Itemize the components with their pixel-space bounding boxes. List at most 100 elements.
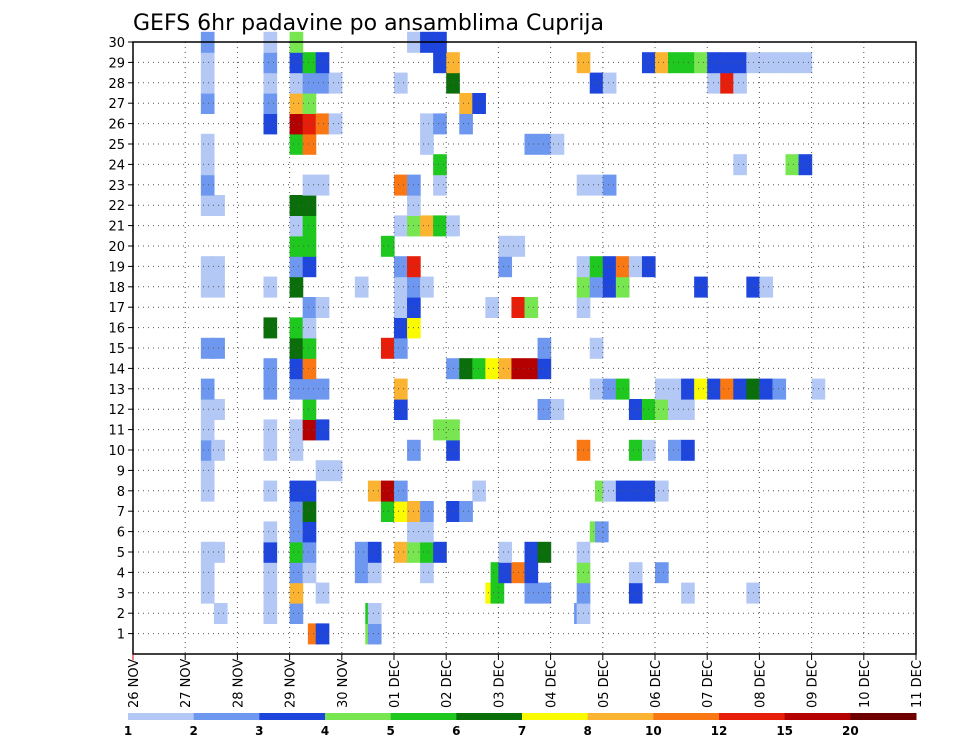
heatmap-cell-member-3-3 [315, 582, 330, 604]
heatmap-cell-member-23-3 [394, 174, 408, 196]
heatmap-cell-member-29-12 [694, 52, 708, 74]
legend-label-6: 7 [518, 724, 526, 738]
heatmap-cell-member-14-2 [302, 358, 317, 380]
y-tick-label-13: 13 [108, 383, 125, 398]
x-tick-label-6: 02 DEC [440, 660, 455, 708]
heatmap-cell-member-21-2 [394, 215, 408, 237]
x-tick-label-4: 30 NOV [336, 659, 351, 708]
x-tick-label-2: 28 NOV [231, 659, 246, 708]
heatmap-cell-member-15-7 [589, 337, 604, 359]
heatmap-cell-member-3-1 [263, 582, 278, 604]
heatmap-cell-member-13-7 [602, 378, 617, 400]
heatmap-cell-member-13-15 [733, 378, 747, 400]
heatmap-cell-member-14-4 [459, 358, 473, 380]
legend-label-5: 6 [452, 724, 460, 738]
heatmap-cell-member-14-1 [289, 358, 304, 380]
legend-swatch-8 [653, 713, 720, 720]
heatmap-cell-member-7-3 [394, 501, 408, 522]
heatmap-cell-member-7-2 [380, 501, 395, 522]
heatmap-cell-member-5-0 [200, 541, 215, 563]
heatmap-cell-member-15-0 [200, 337, 215, 359]
y-tick-label-12: 12 [108, 403, 125, 418]
y-axis: 1234567891011121314151617181920212223242… [108, 36, 133, 643]
heatmap-cell-member-24-2 [733, 154, 747, 176]
heatmap-cell-member-3-7 [537, 582, 552, 604]
x-tick-label-9: 05 DEC [597, 660, 612, 708]
heatmap-cell-member-18-3 [289, 276, 304, 298]
legend-label-11: 20 [842, 724, 859, 738]
heatmap-cell-member-25-2 [302, 133, 317, 155]
legend-swatch-11 [850, 713, 917, 720]
heatmap-cell-member-27-2 [289, 93, 304, 114]
heatmap-cell-member-12-5 [550, 399, 565, 420]
heatmap-cell-member-10-3 [289, 439, 304, 461]
heatmap-cell-member-18-4 [354, 276, 369, 298]
heatmap-cell-member-19-0 [200, 256, 215, 278]
heatmap-cell-member-12-3 [394, 399, 408, 420]
heatmap-cell-member-18-2 [263, 276, 278, 298]
y-tick-label-21: 21 [108, 220, 125, 235]
heatmap-cell-member-8-11 [628, 480, 643, 502]
heatmap-cell-member-28-1 [263, 72, 278, 94]
heatmap-cell-member-4-5 [367, 562, 382, 584]
heatmap-cell-member-8-4 [367, 480, 382, 502]
y-tick-label-23: 23 [108, 179, 125, 194]
heatmap-cell-member-6-0 [263, 521, 278, 543]
heatmap-cell-member-13-9 [655, 378, 669, 400]
heatmap-cell-member-18-14 [759, 276, 774, 298]
heatmap-cell-member-28-2 [289, 72, 304, 94]
heatmap-cell-member-6-6 [594, 521, 609, 543]
heatmap-cell-member-15-6 [537, 337, 552, 359]
heatmap-cell-member-13-14 [720, 378, 734, 400]
heatmap-cell-member-8-0 [200, 480, 215, 502]
heatmap-cell-member-27-1 [263, 93, 278, 114]
heatmap-cell-member-13-1 [263, 378, 278, 400]
heatmap-cell-member-19-11 [628, 256, 643, 278]
heatmap-cell-member-28-4 [315, 72, 330, 94]
legend-label-7: 8 [583, 724, 591, 738]
heatmap-cell-member-4-0 [200, 562, 215, 584]
x-tick-label-0: 26 NOV [127, 659, 142, 708]
legend-label-2: 3 [255, 724, 263, 738]
heatmap-cell-member-5-2 [263, 541, 278, 563]
heatmap-cell-member-18-11 [615, 276, 630, 298]
heatmap-cell-member-5-9 [420, 541, 434, 563]
heatmap-cell-member-17-4 [485, 297, 499, 318]
heatmap-cell-member-16-1 [289, 317, 304, 339]
heatmap-cell-member-8-6 [394, 480, 408, 502]
heatmap-cell-member-26-0 [263, 113, 278, 135]
heatmap-cell-member-3-5 [490, 582, 505, 604]
heatmap-cell-member-27-0 [200, 93, 215, 114]
heatmap-cell-member-11-0 [200, 419, 215, 441]
legend-label-4: 5 [386, 724, 394, 738]
heatmap-cell-member-12-8 [655, 399, 669, 420]
legend-swatch-1 [193, 713, 260, 720]
heatmap-cell-member-15-4 [380, 337, 395, 359]
heatmap-cell-member-2-1 [263, 603, 278, 624]
y-tick-label-9: 9 [117, 464, 125, 479]
heatmap-cell-member-16-0 [263, 317, 278, 339]
y-tick-label-25: 25 [108, 138, 125, 153]
heatmap-cell-member-26-2 [302, 113, 317, 135]
heatmap-cell-member-26-1 [289, 113, 304, 135]
heatmap-cell-member-13-5 [394, 378, 408, 400]
heatmap-cell-member-29-10 [668, 52, 682, 74]
heatmap-cell-member-6-1 [289, 521, 304, 543]
heatmap-cell-member-8-5 [380, 480, 395, 502]
legend-label-9: 12 [711, 724, 728, 738]
heatmap-cell-member-5-4 [302, 541, 317, 563]
heatmap-cell-member-29-4 [315, 52, 330, 74]
y-tick-label-5: 5 [117, 546, 125, 561]
y-tick-label-26: 26 [108, 118, 125, 133]
x-tick-label-11: 07 DEC [701, 660, 716, 708]
heatmap-cell-member-27-5 [472, 93, 486, 114]
heatmap-cell-member-28-10 [707, 72, 721, 94]
heatmap-cell-member-12-6 [628, 399, 643, 420]
heatmap-cell-member-13-4 [315, 378, 330, 400]
heatmap-cell-member-8-3 [302, 480, 317, 502]
heatmap-cell-member-23-7 [589, 174, 604, 196]
heatmap-cell-member-4-2 [289, 562, 304, 584]
y-tick-label-17: 17 [108, 301, 125, 316]
heatmap-cell-member-13-2 [289, 378, 304, 400]
